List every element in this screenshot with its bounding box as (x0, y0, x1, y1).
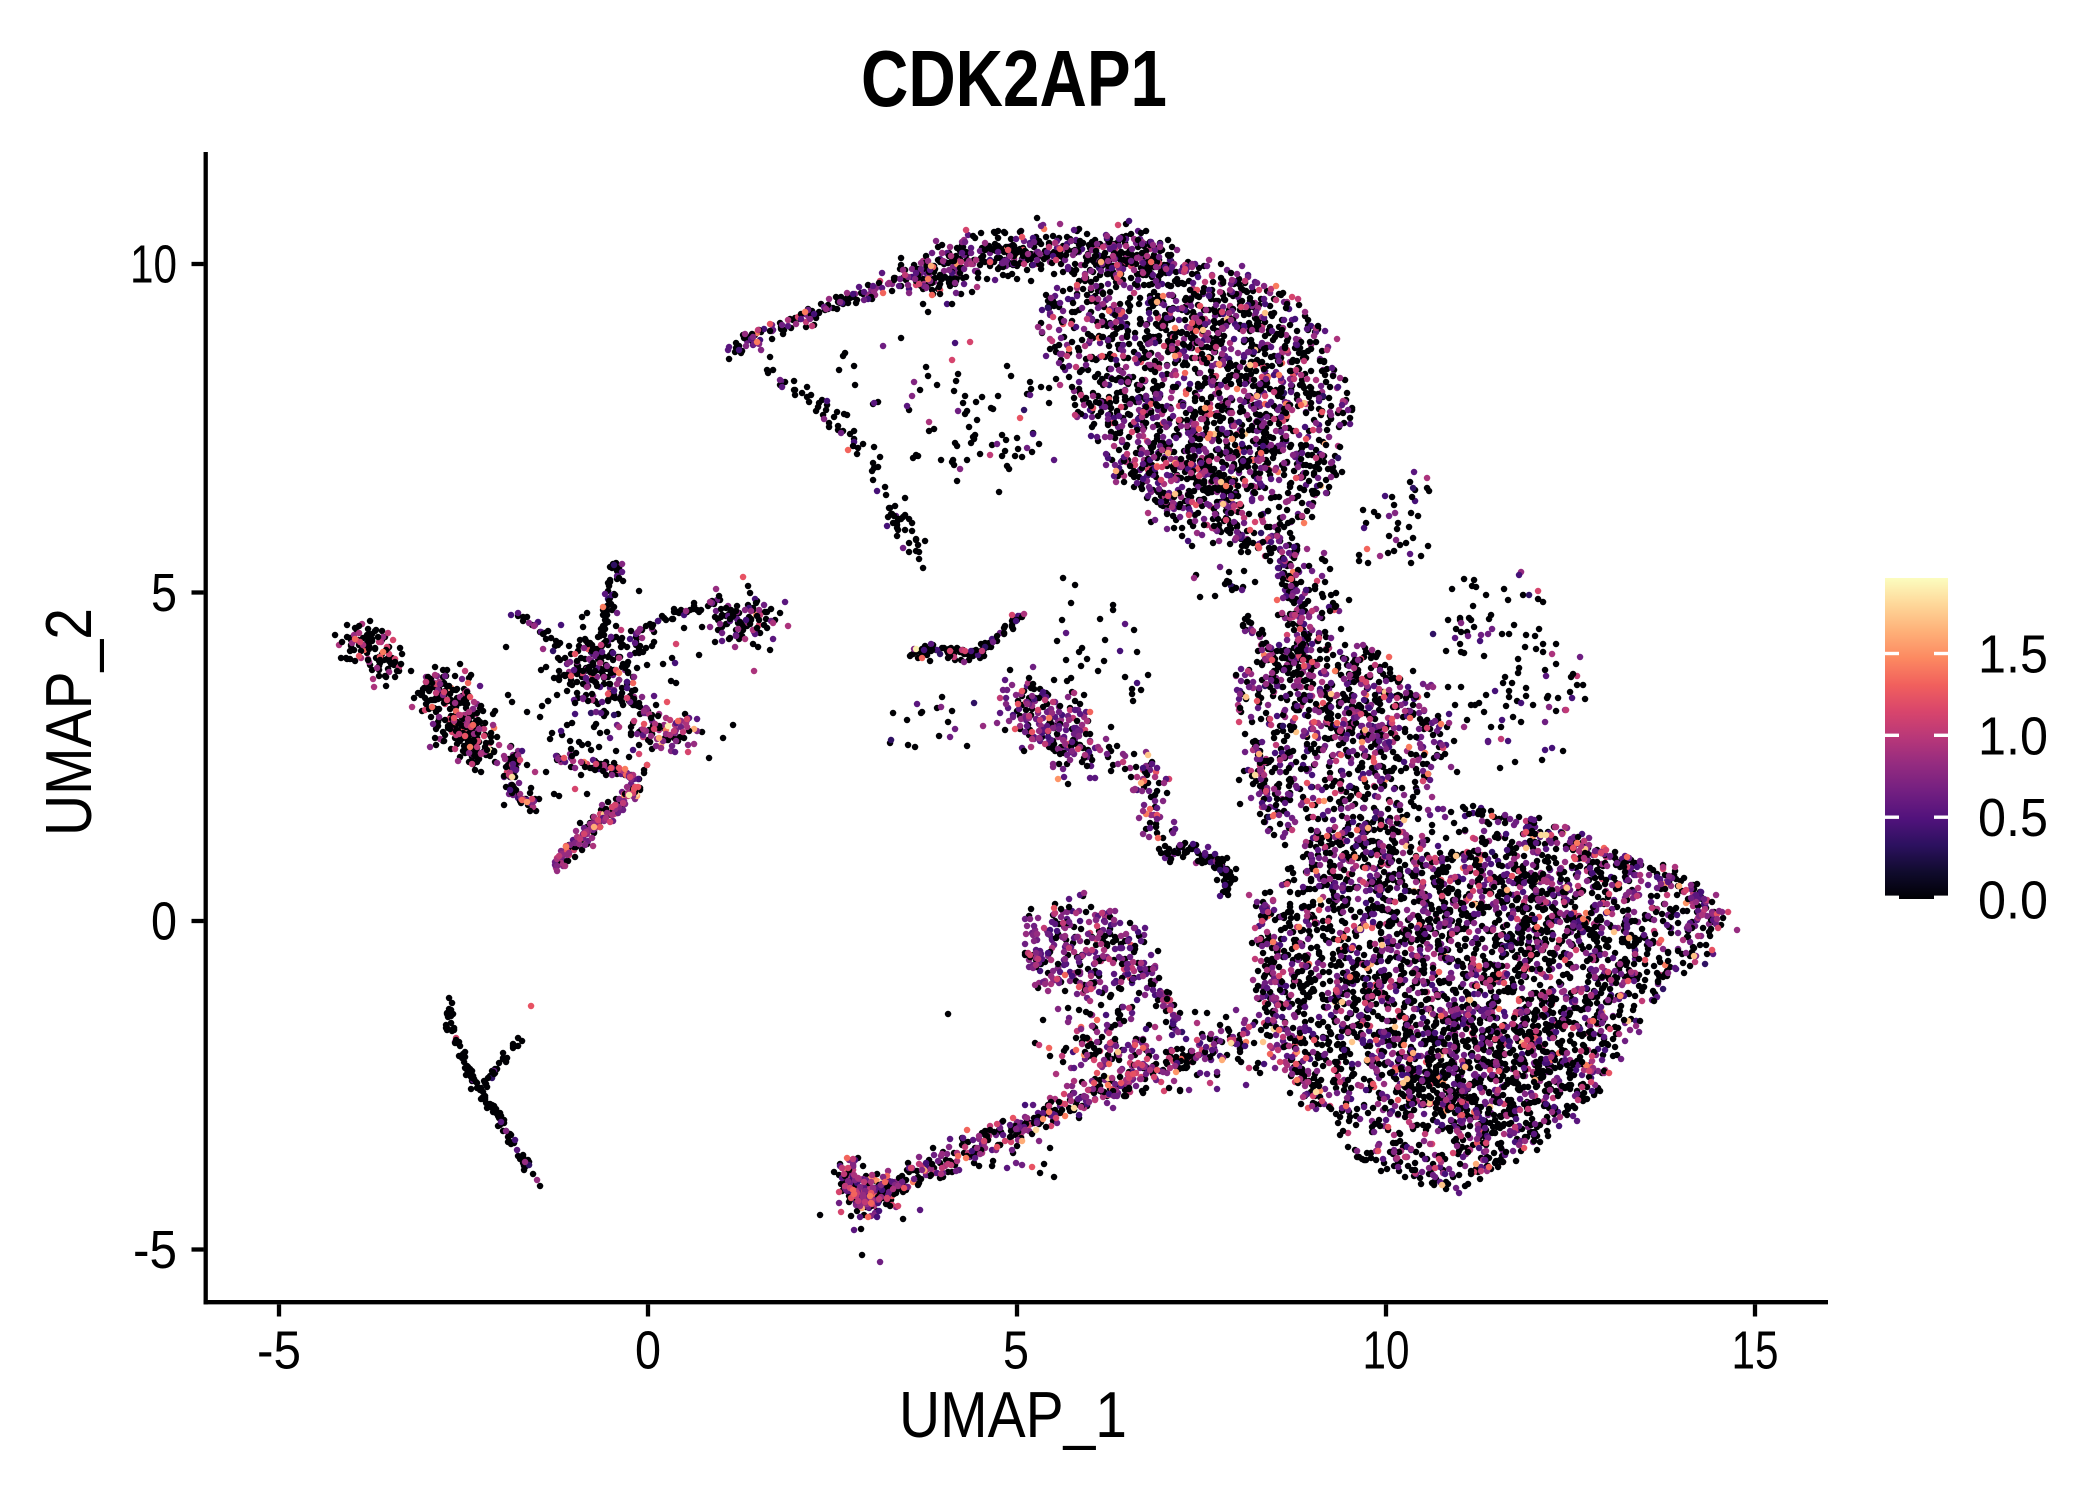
svg-text:-5: -5 (133, 1220, 177, 1280)
svg-text:1.0: 1.0 (1978, 706, 2048, 766)
svg-text:10: 10 (130, 235, 177, 295)
svg-text:0: 0 (635, 1321, 661, 1381)
svg-text:0: 0 (151, 892, 177, 952)
svg-text:15: 15 (1732, 1321, 1779, 1381)
svg-text:10: 10 (1363, 1321, 1410, 1381)
svg-text:-5: -5 (257, 1321, 301, 1381)
svg-text:1.5: 1.5 (1978, 625, 2048, 685)
svg-text:UMAP_1: UMAP_1 (899, 1378, 1127, 1451)
svg-text:CDK2AP1: CDK2AP1 (861, 34, 1167, 123)
svg-text:0.5: 0.5 (1978, 788, 2048, 848)
svg-text:5: 5 (151, 563, 177, 623)
svg-text:5: 5 (1003, 1321, 1029, 1381)
svg-text:0.0: 0.0 (1978, 871, 2048, 931)
svg-text:UMAP_2: UMAP_2 (32, 608, 105, 836)
